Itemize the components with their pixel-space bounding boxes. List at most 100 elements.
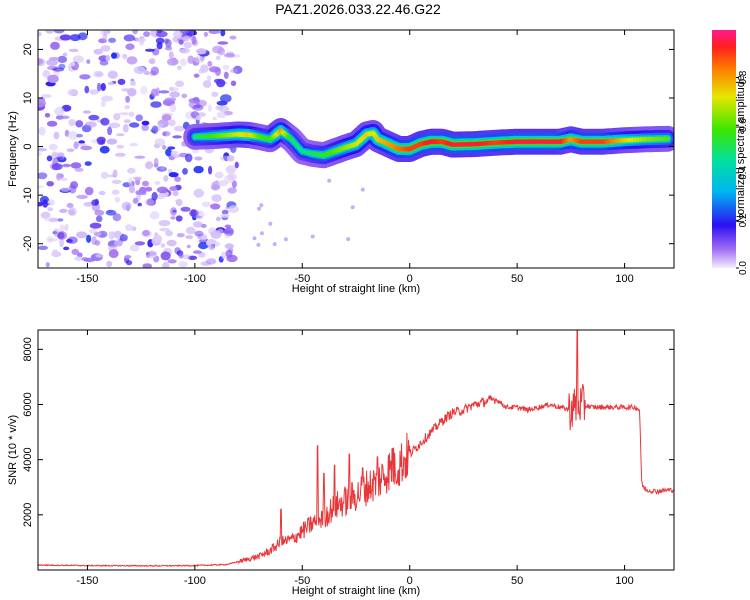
noise-speckle: [186, 244, 191, 249]
noise-speckle: [182, 254, 191, 260]
noise-speckle: [154, 180, 161, 186]
x-tick-label: 50: [511, 575, 523, 587]
colorbar-tick-label: 0.2: [738, 213, 749, 227]
noise-speckle: [206, 75, 212, 82]
noise-speckle: [50, 41, 60, 50]
noise-speckle: [208, 244, 216, 250]
noise-speckle: [192, 250, 202, 254]
noise-speckle: [132, 30, 139, 35]
noise-speckle: [207, 104, 212, 112]
noise-speckle: [108, 37, 117, 43]
noise-speckle: [223, 53, 236, 58]
noise-speckle: [47, 199, 55, 206]
noise-speckle: [217, 41, 229, 45]
noise-speckle: [151, 125, 159, 134]
noise-speckle: [94, 209, 105, 216]
noise-speckle: [83, 257, 96, 263]
noise-speckle: [222, 64, 230, 71]
snr-content: [38, 330, 674, 568]
noise-speckle: [196, 48, 207, 55]
noise-speckle: [310, 234, 315, 239]
noise-speckle: [99, 145, 110, 154]
noise-speckle: [48, 217, 59, 223]
noise-speckle: [157, 123, 163, 127]
noise-speckle: [39, 195, 50, 205]
noise-speckle: [168, 119, 176, 127]
noise-speckle: [179, 30, 190, 34]
noise-speckle: [80, 145, 93, 151]
noise-speckle: [164, 38, 169, 44]
noise-speckle: [183, 41, 192, 49]
y-axis-label: Frequency (Hz): [7, 111, 19, 187]
spectrogram-content: [38, 30, 674, 268]
noise-speckle: [134, 241, 146, 246]
ridge-blob: [665, 136, 670, 142]
noise-speckle: [187, 55, 195, 64]
noise-speckle: [108, 231, 116, 240]
noise-speckle: [45, 30, 54, 34]
noise-speckle: [192, 221, 203, 228]
noise-speckle: [53, 131, 60, 140]
noise-speckle: [208, 30, 221, 35]
noise-speckle: [57, 55, 68, 64]
x-tick-label: -100: [184, 575, 206, 587]
noise-speckle: [76, 231, 88, 239]
noise-speckle: [66, 148, 75, 152]
noise-speckle: [98, 190, 106, 196]
noise-speckle: [221, 209, 229, 215]
noise-speckle: [52, 67, 65, 72]
noise-speckle: [198, 242, 209, 250]
noise-speckle: [170, 216, 176, 220]
noise-speckle: [46, 181, 54, 187]
noise-speckle: [78, 140, 85, 144]
noise-speckle: [91, 199, 99, 206]
x-tick-label: 0: [407, 575, 413, 587]
noise-speckle: [101, 95, 113, 102]
noise-speckle: [93, 48, 103, 55]
x-axis-label: Height of straight line (km): [292, 283, 420, 295]
noise-speckle: [160, 243, 166, 248]
noise-speckle: [88, 114, 100, 121]
noise-speckle: [195, 115, 201, 121]
noise-speckle: [169, 86, 174, 92]
noise-speckle: [47, 74, 59, 84]
noise-speckle: [112, 169, 118, 178]
noise-speckle: [124, 105, 130, 110]
noise-speckle: [137, 202, 142, 207]
noise-speckle: [150, 66, 160, 76]
noise-speckle: [191, 35, 197, 45]
noise-speckle: [38, 152, 43, 156]
colorbar-tick-label: 0.8: [738, 70, 749, 84]
noise-speckle: [169, 91, 180, 98]
noise-speckle: [185, 235, 194, 240]
noise-speckle: [40, 94, 52, 98]
noise-speckle: [122, 123, 129, 133]
noise-speckle: [252, 236, 257, 241]
noise-speckle: [38, 126, 46, 136]
y-tick-label: 6000: [22, 392, 34, 416]
noise-speckle: [165, 230, 174, 237]
noise-speckle: [175, 215, 183, 222]
noise-speckle: [214, 67, 221, 76]
noise-speckle: [216, 78, 226, 88]
noise-speckle: [82, 110, 91, 114]
noise-speckle: [57, 115, 70, 120]
noise-speckle: [99, 59, 109, 66]
y-tick-label: -10: [22, 187, 34, 203]
noise-speckle: [178, 261, 188, 268]
noise-speckle: [197, 112, 206, 117]
y-axis-label: SNR (10 * v/v): [7, 415, 19, 485]
noise-speckle: [166, 239, 177, 247]
noise-speckle: [179, 58, 187, 67]
noise-speckle: [145, 252, 151, 258]
noise-speckle: [145, 161, 154, 170]
noise-speckle: [194, 156, 203, 161]
noise-speckle: [229, 68, 238, 74]
noise-speckle: [67, 131, 79, 140]
noise-speckle: [38, 185, 44, 189]
noise-speckle: [144, 48, 155, 52]
noise-speckle: [38, 148, 47, 152]
noise-speckle: [69, 34, 81, 42]
noise-speckle: [113, 113, 121, 121]
noise-speckle: [129, 122, 140, 128]
